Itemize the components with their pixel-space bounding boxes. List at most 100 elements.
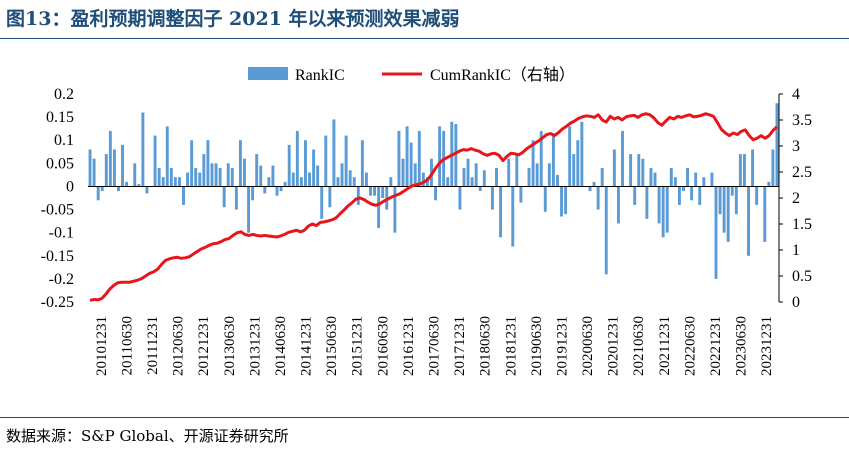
rankic-bar	[543, 186, 547, 212]
rankic-bar	[169, 167, 173, 187]
y-left-tick-label: -0.05	[41, 202, 74, 219]
rankic-bar	[714, 186, 718, 279]
y-right-tick-label: 3.5	[792, 112, 812, 129]
rankic-bar	[490, 186, 494, 210]
rankic-bar	[499, 186, 503, 238]
rankic-bar	[308, 172, 311, 187]
rankic-bar	[462, 167, 466, 187]
rankic-bar	[405, 126, 409, 187]
x-tick-label: 20211231	[657, 316, 673, 375]
rankic-bar	[153, 135, 157, 187]
figure-title: 图13：盈利预期调整因子 2021 年以来预测效果减弱	[6, 8, 460, 30]
rankic-bar	[775, 103, 779, 187]
rankic-bar	[588, 186, 592, 192]
rankic-bar	[734, 186, 738, 215]
rankic-bar	[401, 158, 405, 187]
rankic-bar	[556, 174, 559, 187]
rankic-bar	[389, 177, 393, 187]
rankic-bar	[108, 130, 112, 187]
y-right-tick-label: 0.5	[792, 268, 812, 285]
y-left-tick-label: -0.2	[49, 271, 74, 288]
x-tick-label: 20170630	[427, 316, 443, 376]
x-tick-label: 20210630	[631, 316, 647, 376]
rankic-bar	[669, 167, 673, 187]
rankic-bar	[470, 177, 474, 187]
rankic-bar	[751, 149, 755, 187]
y-right-tick-label: 2.5	[792, 164, 812, 181]
rankic-bar	[206, 140, 210, 187]
rankic-bar	[694, 172, 698, 187]
rankic-bar	[247, 186, 251, 233]
rankic-bar	[271, 165, 275, 187]
rankic-bar	[218, 167, 222, 187]
rankic-bar	[519, 186, 523, 203]
rankic-bar	[661, 186, 665, 238]
rankic-bar	[316, 165, 320, 187]
footer-rule	[0, 417, 849, 418]
legend-label-rankic: RankIC	[295, 67, 345, 84]
rankic-bar	[649, 167, 653, 187]
x-tick-label: 20230630	[734, 316, 750, 376]
x-tick-label: 20110630	[119, 316, 135, 375]
rankic-bar	[121, 144, 125, 187]
rankic-bar	[458, 186, 462, 210]
rankic-bar	[698, 186, 702, 205]
rankic-bars	[88, 103, 779, 279]
rankic-bar	[637, 154, 641, 187]
rankic-bar	[104, 154, 108, 187]
rankic-bar	[446, 177, 450, 187]
x-tick-label: 20181231	[503, 316, 519, 376]
rankic-bar	[141, 112, 145, 187]
rankic-bar	[381, 186, 385, 198]
rankic-bar	[377, 186, 381, 229]
x-tick-label: 20200630	[580, 316, 596, 376]
rankic-bar	[117, 186, 120, 192]
rankic-bar	[421, 172, 425, 187]
rankic-bar	[507, 158, 511, 187]
rankic-bar	[547, 163, 551, 187]
rankic-bar	[364, 172, 368, 187]
y-left-tick-label: -0.25	[41, 294, 74, 311]
rankic-bar	[125, 181, 129, 187]
rankic-bar	[303, 140, 307, 187]
x-tick-label: 20231231	[759, 316, 775, 376]
y-left-tick-label: 0	[66, 178, 74, 195]
rankic-bar	[226, 163, 230, 187]
rankic-bar	[413, 163, 417, 187]
rankic-bar	[332, 119, 336, 187]
x-tick-label: 20150630	[324, 316, 340, 376]
rankic-bar	[356, 186, 360, 205]
x-tick-label: 20220630	[682, 316, 698, 376]
rankic-bar	[312, 149, 316, 187]
source-note: 数据来源：S&P Global、开源证券研究所	[6, 427, 289, 445]
x-tick-label: 20130630	[222, 316, 238, 376]
rankic-bar	[251, 186, 255, 201]
rankic-bar	[238, 140, 242, 187]
rankic-bar	[409, 142, 413, 187]
rankic-bar	[665, 186, 669, 233]
rankic-bar	[259, 165, 263, 187]
y-right-tick-label: 3	[792, 138, 800, 155]
rankic-bar	[360, 140, 364, 187]
rankic-bar	[730, 186, 734, 196]
rankic-bar	[145, 186, 149, 194]
rankic-bar	[198, 172, 202, 187]
rankic-bar	[690, 186, 694, 201]
rankic-bar	[527, 167, 531, 187]
rankic-bar	[287, 144, 291, 187]
cumrankic-path	[89, 112, 779, 302]
y-left-tick-label: 0.1	[54, 132, 74, 149]
rankic-bar	[738, 154, 742, 187]
rankic-bar	[234, 186, 238, 210]
rankic-bar	[645, 186, 649, 219]
x-tick-label: 20191231	[555, 316, 571, 376]
rankic-bar	[710, 172, 714, 187]
x-tick-label: 20221231	[708, 316, 724, 376]
y-right-tick-label: 2	[792, 190, 800, 207]
rankic-bar	[592, 181, 596, 187]
x-tick-label: 20101231	[94, 316, 110, 376]
rankic-bar	[348, 170, 352, 187]
rankic-bar	[434, 186, 437, 201]
rankic-bar	[677, 186, 681, 205]
rankic-bar	[742, 154, 746, 187]
